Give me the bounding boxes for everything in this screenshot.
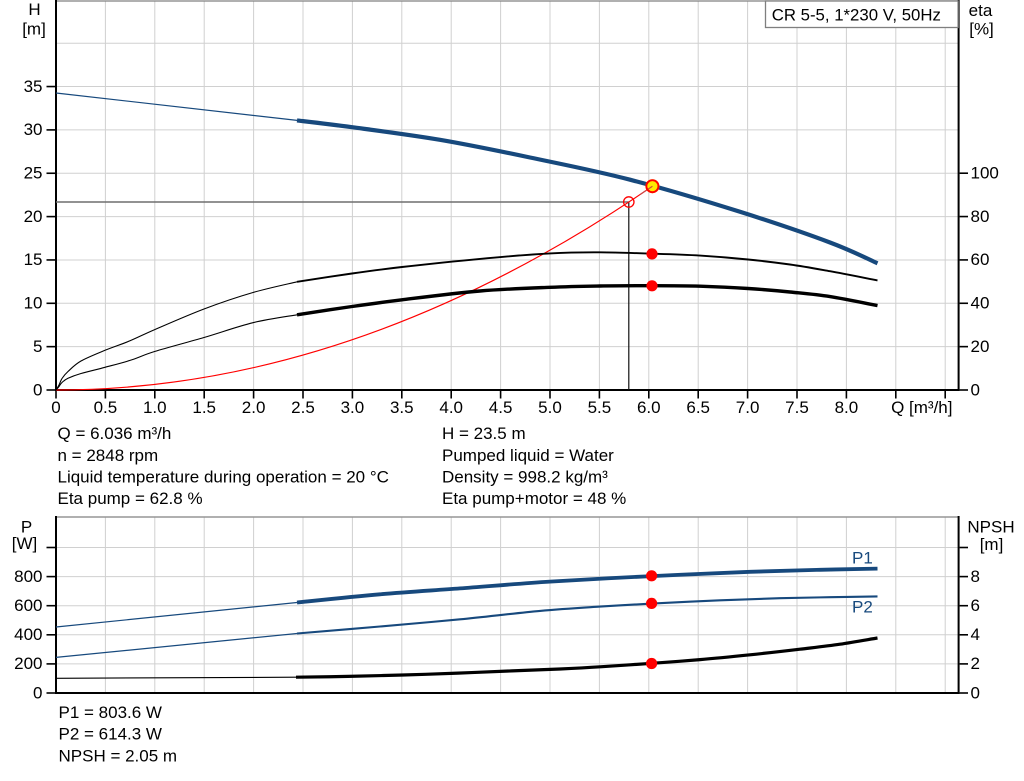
- svg-text:400: 400: [14, 625, 42, 644]
- svg-text:25: 25: [24, 164, 43, 183]
- svg-text:4: 4: [971, 625, 980, 644]
- svg-text:800: 800: [14, 567, 42, 586]
- svg-text:[m]: [m]: [980, 535, 1004, 554]
- svg-text:[W]: [W]: [12, 534, 38, 553]
- svg-text:Q [m³/h]: Q [m³/h]: [891, 398, 952, 417]
- svg-text:NPSH = 2.05 m: NPSH = 2.05 m: [59, 746, 178, 765]
- svg-text:30: 30: [24, 120, 43, 139]
- svg-text:6.5: 6.5: [686, 398, 710, 417]
- svg-text:0.5: 0.5: [94, 398, 118, 417]
- svg-text:6.0: 6.0: [637, 398, 661, 417]
- svg-text:200: 200: [14, 654, 42, 673]
- svg-text:P2 = 614.3 W: P2 = 614.3 W: [59, 725, 162, 744]
- svg-text:2.0: 2.0: [242, 398, 266, 417]
- svg-text:0: 0: [51, 398, 60, 417]
- svg-text:H = 23.5 m: H = 23.5 m: [442, 424, 526, 443]
- svg-text:0: 0: [33, 380, 42, 399]
- svg-text:1.0: 1.0: [143, 398, 167, 417]
- svg-text:Eta pump = 62.8 %: Eta pump = 62.8 %: [58, 489, 203, 508]
- svg-text:40: 40: [971, 294, 990, 313]
- svg-text:3.0: 3.0: [341, 398, 365, 417]
- svg-text:CR 5-5, 1*230 V, 50Hz: CR 5-5, 1*230 V, 50Hz: [772, 5, 941, 24]
- svg-text:100: 100: [971, 164, 999, 183]
- svg-text:0: 0: [33, 683, 42, 702]
- svg-text:3.5: 3.5: [390, 398, 414, 417]
- svg-text:600: 600: [14, 596, 42, 615]
- svg-text:4.0: 4.0: [439, 398, 463, 417]
- svg-text:2: 2: [971, 654, 980, 673]
- svg-text:4.5: 4.5: [489, 398, 513, 417]
- svg-text:0: 0: [971, 380, 980, 399]
- svg-text:10: 10: [24, 294, 43, 313]
- svg-text:NPSH: NPSH: [967, 518, 1014, 537]
- svg-text:Q = 6.036 m³/h: Q = 6.036 m³/h: [58, 424, 172, 443]
- svg-text:P1: P1: [852, 549, 873, 568]
- svg-text:8: 8: [971, 567, 980, 586]
- svg-text:80: 80: [971, 207, 990, 226]
- svg-text:7.5: 7.5: [785, 398, 809, 417]
- svg-text:eta: eta: [969, 1, 993, 20]
- svg-text:7.0: 7.0: [736, 398, 760, 417]
- svg-text:P1 = 803.6 W: P1 = 803.6 W: [59, 703, 162, 722]
- svg-text:n = 2848 rpm: n = 2848 rpm: [58, 446, 159, 465]
- svg-text:2.5: 2.5: [291, 398, 315, 417]
- svg-text:6: 6: [971, 596, 980, 615]
- svg-text:Liquid temperature during oper: Liquid temperature during operation = 20…: [58, 467, 389, 486]
- svg-text:[m]: [m]: [22, 20, 46, 39]
- svg-text:60: 60: [971, 250, 990, 269]
- svg-text:5.5: 5.5: [588, 398, 612, 417]
- svg-text:0: 0: [971, 683, 980, 702]
- svg-text:15: 15: [24, 250, 43, 269]
- svg-text:Pumped liquid = Water: Pumped liquid = Water: [442, 446, 614, 465]
- svg-text:35: 35: [24, 77, 43, 96]
- svg-text:20: 20: [971, 337, 990, 356]
- svg-text:P: P: [21, 517, 32, 536]
- svg-text:8.0: 8.0: [835, 398, 859, 417]
- svg-text:Eta pump+motor = 48 %: Eta pump+motor = 48 %: [442, 489, 626, 508]
- svg-text:20: 20: [24, 207, 43, 226]
- svg-text:5.0: 5.0: [538, 398, 562, 417]
- svg-text:Density = 998.2 kg/m³: Density = 998.2 kg/m³: [442, 467, 608, 486]
- svg-text:5: 5: [33, 337, 42, 356]
- svg-text:1.5: 1.5: [192, 398, 216, 417]
- svg-text:[%]: [%]: [969, 19, 994, 38]
- svg-text:H: H: [28, 0, 40, 19]
- svg-text:P2: P2: [852, 597, 873, 616]
